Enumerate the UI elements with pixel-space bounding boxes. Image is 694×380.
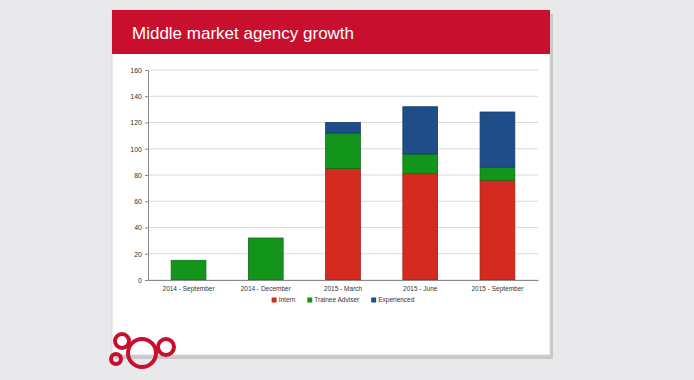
background: [0, 0, 694, 380]
tick-label: 100: [130, 145, 142, 152]
legend-item: Trainee Adviser: [307, 296, 360, 303]
tick-mark: [145, 123, 148, 124]
tick-label: 120: [130, 119, 142, 126]
x-axis: 2014 - September 2014 - December 2015 - Ma…: [149, 280, 539, 293]
bar: [326, 168, 361, 280]
y-axis: 0 20 40 60 80 100 120 140 160: [130, 67, 148, 284]
bar: [480, 180, 515, 280]
series: [326, 107, 515, 167]
tick: 2015 - June: [403, 280, 438, 292]
bar: [403, 154, 438, 174]
slide-header: [112, 10, 550, 54]
tick-label: 0: [138, 277, 142, 284]
tick-mark: [145, 201, 148, 202]
tick-label: 60: [134, 198, 142, 205]
legend-item: Experienced: [371, 296, 415, 304]
tick-label: 160: [130, 67, 142, 74]
tick-label: 2015 - June: [403, 285, 438, 292]
chart-title: Middle market agency growth: [132, 24, 354, 43]
tick: 2015 - September: [471, 280, 524, 293]
series: [326, 168, 515, 280]
tick: 160: [130, 67, 148, 74]
decoration: [111, 354, 121, 364]
bar: [248, 238, 283, 280]
bar: [403, 174, 438, 280]
legend: Intern Trainee Adviser Experienced: [272, 296, 415, 304]
tick: 2014 - December: [241, 280, 292, 292]
bar: [480, 167, 515, 180]
tick-mark: [145, 149, 148, 150]
legend-swatch: [371, 298, 376, 303]
tick-mark: [145, 280, 148, 281]
tick-label: 2014 - September: [163, 285, 216, 293]
tick-mark: [145, 96, 148, 97]
tick: 2014 - September: [163, 280, 216, 293]
tick-label: 40: [134, 224, 142, 231]
bar: [171, 260, 206, 280]
tick: 120: [130, 119, 148, 126]
bar: [171, 260, 206, 261]
grid-line: [148, 70, 538, 71]
tick: 100: [130, 145, 148, 152]
grid-line: [148, 96, 538, 97]
decoration: [115, 334, 129, 348]
tick-label: 2015 - March: [324, 285, 363, 292]
tick: 0: [138, 277, 148, 284]
tick-mark: [145, 70, 148, 71]
legend-swatch: [307, 298, 312, 303]
tick: 40: [134, 224, 148, 231]
legend-label: Trainee Adviser: [314, 296, 360, 303]
legend-label: Experienced: [378, 296, 415, 304]
tick-label: 20: [134, 250, 142, 257]
legend-label: Intern: [279, 296, 296, 303]
bars: [171, 107, 515, 280]
axis-line: [149, 280, 539, 281]
bar: [480, 112, 515, 167]
decoration: [128, 339, 156, 367]
tick-label: 140: [130, 93, 142, 100]
tick: 60: [134, 198, 148, 205]
slide: [112, 10, 550, 355]
tick: 80: [134, 172, 148, 179]
tick-label: 2015 - September: [471, 285, 524, 293]
tick: 2015 - March: [324, 280, 363, 292]
tick-mark: [145, 175, 148, 176]
tick: 20: [134, 250, 148, 257]
tick-label: 80: [134, 172, 142, 179]
bar: [326, 123, 361, 134]
bar: [403, 107, 438, 154]
legend-swatch: [272, 298, 277, 303]
bar: [248, 238, 283, 239]
tick-mark: [145, 228, 148, 229]
series: [171, 133, 515, 280]
legend-item: Intern: [272, 296, 296, 303]
axis-line: [145, 71, 149, 281]
decoration: [158, 339, 174, 355]
bar: [326, 133, 361, 168]
tick-label: 2014 - December: [241, 285, 292, 292]
tick: 140: [130, 93, 148, 100]
grid: [148, 70, 538, 280]
canvas: Middle market agency growth 0 20 40 60 80 100 1…: [0, 0, 694, 380]
tick-mark: [145, 254, 148, 255]
